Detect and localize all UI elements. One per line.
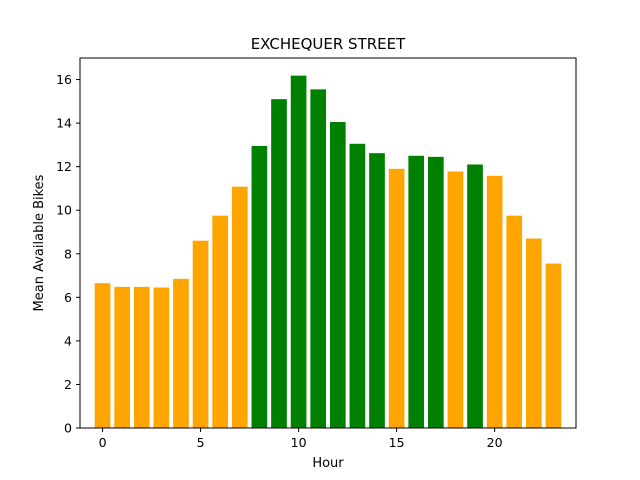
bar-hour-19 [467, 164, 483, 429]
bars-group [94, 75, 562, 429]
bar-hour-6 [212, 215, 229, 428]
bar-hour-5 [192, 240, 209, 428]
bar-hour-9 [271, 99, 287, 428]
y-tick-label: 6 [64, 290, 72, 305]
y-axis-ticks: 0 2 4 6 8 10 12 14 16 [56, 72, 80, 436]
bar-hour-10 [290, 75, 307, 428]
bar-hour-12 [329, 122, 346, 428]
y-tick-label: 12 [56, 159, 72, 174]
bar-hour-16 [408, 155, 425, 428]
x-tick-label: 10 [291, 435, 307, 450]
x-tick-label: 15 [389, 435, 405, 450]
bar-hour-15 [388, 168, 405, 428]
y-tick-label: 14 [56, 116, 72, 131]
bar-hour-21 [506, 215, 523, 428]
plot-area-frame [79, 57, 577, 429]
x-axis-ticks: 0 5 10 15 20 [99, 428, 503, 450]
y-tick-label: 16 [56, 72, 72, 87]
y-tick-label: 10 [56, 203, 72, 218]
bar-hour-4 [173, 278, 189, 428]
bar-hour-14 [369, 153, 385, 429]
bar-hour-17 [427, 156, 444, 428]
bar-hour-22 [526, 238, 542, 428]
x-tick-label: 5 [197, 435, 205, 450]
chart-title: EXCHEQUER STREET [251, 35, 406, 53]
bar-hour-18 [447, 171, 464, 428]
x-tick-label: 20 [487, 435, 503, 450]
x-axis-label: Hour [312, 456, 344, 471]
y-tick-label: 0 [64, 421, 72, 436]
y-axis-label: Mean Available Bikes [32, 174, 47, 311]
x-tick-label: 0 [99, 435, 107, 450]
bar-hour-3 [153, 287, 170, 428]
y-tick-label: 2 [64, 377, 72, 392]
bar-hour-20 [486, 175, 503, 428]
y-tick-label: 4 [64, 333, 72, 348]
bar-hour-2 [133, 286, 150, 428]
bar-hour-11 [310, 89, 327, 429]
bar-hour-8 [251, 145, 268, 429]
bar-hour-1 [114, 286, 130, 428]
bar-hour-0 [94, 283, 111, 428]
bar-hour-7 [231, 186, 248, 428]
bar-hour-13 [349, 143, 366, 429]
y-tick-label: 8 [64, 246, 72, 261]
bar-hour-23 [545, 263, 562, 428]
